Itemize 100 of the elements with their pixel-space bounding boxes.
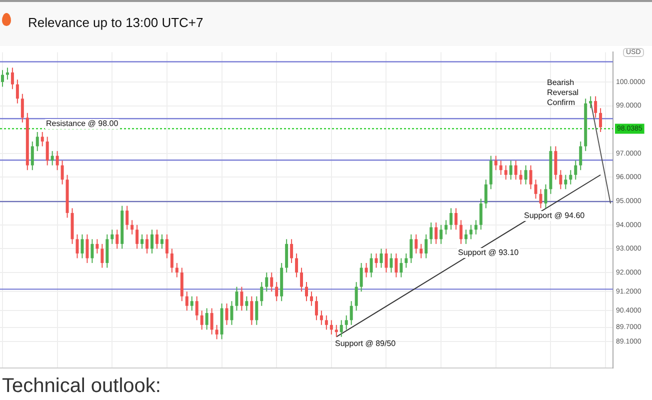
candlestick <box>350 300 353 326</box>
candlestick <box>130 220 134 235</box>
candlestick <box>96 238 99 254</box>
candlestick <box>544 184 548 209</box>
candlestick <box>155 229 158 250</box>
candlestick <box>460 220 462 244</box>
candlestick <box>489 155 492 190</box>
candlestick <box>90 238 94 264</box>
candlestick <box>499 160 502 176</box>
candlestick <box>594 96 598 118</box>
candlestick <box>140 234 144 250</box>
candlestick <box>80 234 84 259</box>
candlestick <box>255 296 258 326</box>
candlestick <box>430 222 433 244</box>
candlestick <box>40 131 44 147</box>
candlestick <box>364 262 368 278</box>
candlestick <box>180 267 184 302</box>
candlestick <box>404 252 408 268</box>
candlestick <box>340 320 343 338</box>
candlestick <box>380 248 383 268</box>
candlestick <box>230 300 234 326</box>
candlestick <box>300 267 304 292</box>
annotation: Resistance @ 98.00 <box>45 119 120 129</box>
candlestick <box>235 286 238 312</box>
candlestick <box>270 272 274 292</box>
candlestick <box>240 286 244 312</box>
candlestick <box>116 229 119 250</box>
candlestick <box>150 229 154 254</box>
candlestick <box>574 160 578 180</box>
candlestick <box>440 224 443 244</box>
candlestick <box>344 314 348 330</box>
candlestick <box>524 164 528 185</box>
candlestick <box>205 308 208 330</box>
candlestick <box>554 146 558 180</box>
candlestick <box>589 96 592 109</box>
candlestick <box>509 160 512 180</box>
candlestick <box>569 170 572 185</box>
candlestick <box>539 188 542 209</box>
candlestick <box>285 238 288 274</box>
chart-title: Relevance up to 13:00 UTC+7 <box>28 15 204 30</box>
candlestick <box>185 291 188 312</box>
candlestick <box>330 320 333 335</box>
candlestick <box>529 164 532 190</box>
candlestick <box>410 234 413 264</box>
candlestick <box>245 296 248 312</box>
annotation: Support @ 89/50 <box>335 339 396 349</box>
candlestick <box>414 234 418 254</box>
candlestick <box>195 296 198 321</box>
candlestick <box>314 296 318 321</box>
candlestick <box>454 208 458 230</box>
candlestick <box>444 220 448 235</box>
annotation: Support @ 94.60 <box>523 211 586 221</box>
text: Technical outlook: <box>2 374 161 398</box>
candlestick <box>16 79 19 104</box>
candlestick <box>50 150 54 166</box>
candlestick <box>384 248 388 274</box>
candlestick <box>126 205 129 230</box>
candlestick <box>579 141 582 171</box>
candlestick <box>10 67 14 90</box>
candlestick <box>225 302 228 326</box>
candlestick <box>136 224 139 250</box>
candlestick <box>210 308 214 335</box>
candlestick <box>320 310 323 326</box>
candlestick <box>265 272 268 292</box>
candlestick <box>60 160 64 185</box>
candlestick <box>484 179 488 209</box>
candlestick <box>564 174 568 190</box>
candlestick <box>30 141 34 171</box>
candlestick <box>464 229 468 244</box>
candlestick <box>420 243 423 259</box>
candlestick <box>434 222 438 244</box>
candlestick <box>160 234 164 250</box>
candlestick <box>56 150 59 171</box>
candlestick <box>290 238 294 264</box>
annotation: Bearish Reversal Confirm <box>547 78 580 108</box>
candlestick <box>504 164 508 180</box>
candlestick <box>374 252 378 268</box>
candlestick <box>450 208 453 230</box>
candlestick <box>559 170 562 190</box>
candlestick <box>275 282 278 302</box>
candlestick <box>400 258 403 278</box>
candlestick <box>599 108 602 132</box>
candlestick <box>474 220 478 235</box>
candlestick <box>305 282 308 302</box>
candlestick <box>394 252 398 278</box>
candlestick <box>170 248 174 274</box>
candlestick <box>424 234 428 259</box>
candlestick <box>200 310 204 330</box>
candlestick <box>260 282 264 306</box>
candlestick <box>6 67 9 80</box>
candlestick <box>390 252 393 274</box>
candlestick <box>250 296 254 326</box>
candlestick <box>360 262 363 292</box>
candlestick <box>100 243 104 268</box>
candlestick <box>295 252 298 278</box>
candlestick <box>146 234 149 254</box>
candlestick <box>310 291 313 306</box>
candlestick <box>469 224 472 240</box>
candlestick <box>370 252 373 278</box>
candlestick <box>494 155 498 171</box>
